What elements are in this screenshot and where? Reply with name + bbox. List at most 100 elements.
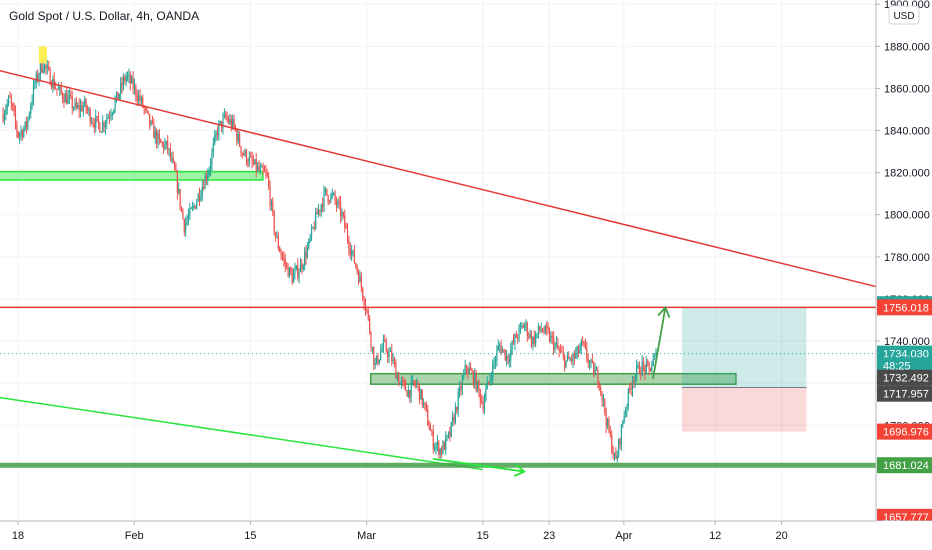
candle-body xyxy=(34,83,36,85)
candle-body xyxy=(182,209,184,220)
drawn-arrows[interactable] xyxy=(432,305,671,477)
candle-body xyxy=(616,455,618,460)
time-axis-background[interactable] xyxy=(0,521,876,550)
upper-trendline[interactable] xyxy=(0,19,932,304)
candle-body xyxy=(212,143,214,152)
drawn-lines[interactable] xyxy=(0,19,932,471)
candle-body xyxy=(10,97,12,104)
candle-body xyxy=(597,369,599,385)
candle-body xyxy=(546,325,548,329)
support-zone-upper[interactable] xyxy=(0,170,264,181)
candle-body xyxy=(276,236,278,238)
candle-body xyxy=(129,74,131,84)
candle-body xyxy=(124,77,126,81)
candle-body xyxy=(208,169,210,175)
candle-body xyxy=(355,262,357,267)
arrow-up-shaft[interactable] xyxy=(652,307,667,380)
candle-body xyxy=(463,373,465,379)
currency-button-frame[interactable] xyxy=(888,5,920,25)
candle-body xyxy=(158,134,160,140)
candle-body xyxy=(618,439,620,456)
candle-body xyxy=(35,73,37,84)
arrow-right-head[interactable] xyxy=(513,463,527,477)
candle-body xyxy=(27,117,29,128)
candle-body xyxy=(45,64,47,68)
candle-body xyxy=(68,95,71,97)
candle-body xyxy=(373,346,375,365)
candle-body xyxy=(302,265,304,269)
candle-body xyxy=(476,381,479,391)
candle-body xyxy=(591,359,593,363)
candle-body xyxy=(190,208,192,210)
candle-body xyxy=(431,431,433,433)
position-tool[interactable] xyxy=(682,307,807,432)
candle-body xyxy=(417,382,419,385)
candle-body xyxy=(222,117,224,129)
candle-body xyxy=(446,435,448,437)
candle-body xyxy=(258,166,260,171)
candle-body xyxy=(428,425,430,430)
candle-body xyxy=(472,371,474,385)
candle-body xyxy=(529,333,531,337)
candle-body xyxy=(613,452,616,456)
candle-body xyxy=(511,341,513,350)
arrow-right-shaft[interactable] xyxy=(432,458,525,473)
candle-body xyxy=(200,195,202,200)
candle-body xyxy=(523,324,526,329)
candle-body xyxy=(406,390,408,397)
candle-body xyxy=(187,215,190,220)
position-loss-zone[interactable] xyxy=(682,387,807,432)
candle-body xyxy=(7,96,10,104)
candle-body xyxy=(21,130,24,137)
candle-body xyxy=(584,343,587,348)
candle-body xyxy=(467,368,469,374)
currency-button[interactable]: USD xyxy=(888,5,920,25)
y-tick-label: 1860.000 xyxy=(884,83,930,95)
position-profit-zone[interactable] xyxy=(682,307,807,388)
currency-button-label[interactable]: USD xyxy=(893,11,914,22)
candle-body xyxy=(183,219,185,232)
candle-body xyxy=(478,381,480,391)
candle-body xyxy=(352,250,354,252)
support-zone-middle[interactable] xyxy=(370,372,737,385)
lower-trendline[interactable] xyxy=(0,366,483,471)
price-tag xyxy=(877,369,932,386)
price-tag xyxy=(877,357,932,374)
candle-body xyxy=(566,355,569,361)
candle-body xyxy=(533,336,535,344)
candle-body xyxy=(555,343,557,345)
candle-body xyxy=(290,267,292,274)
candle-body xyxy=(356,266,358,272)
arrow-up-head[interactable] xyxy=(657,305,671,318)
candle-body xyxy=(120,82,122,94)
candle-body xyxy=(425,404,427,410)
x-tick-label: Apr xyxy=(615,530,632,542)
candle-body xyxy=(536,333,538,336)
candle-body xyxy=(337,201,339,206)
candle-body xyxy=(265,172,267,174)
highlight-marker[interactable] xyxy=(38,46,47,64)
candle-body xyxy=(154,130,156,139)
candle-body xyxy=(211,151,213,165)
candle-body xyxy=(380,351,382,360)
y-tick-label: 1780.000 xyxy=(884,252,930,264)
candle-body xyxy=(490,378,492,380)
candle-body xyxy=(254,159,256,165)
candle-body xyxy=(600,387,602,392)
candle-body xyxy=(274,232,277,238)
candle-body xyxy=(403,380,405,383)
candle-body xyxy=(453,417,455,423)
candle-body xyxy=(24,121,26,129)
candle-body xyxy=(168,148,170,150)
candle-body xyxy=(398,375,400,385)
candle-body xyxy=(161,142,163,144)
candle-body xyxy=(23,128,25,137)
candle-body xyxy=(554,344,556,350)
candle-body xyxy=(339,202,342,217)
candle-body xyxy=(299,263,302,273)
candle-body xyxy=(169,148,172,159)
candle-body xyxy=(108,116,111,118)
candle-body xyxy=(608,419,610,432)
candle-body xyxy=(245,150,248,163)
